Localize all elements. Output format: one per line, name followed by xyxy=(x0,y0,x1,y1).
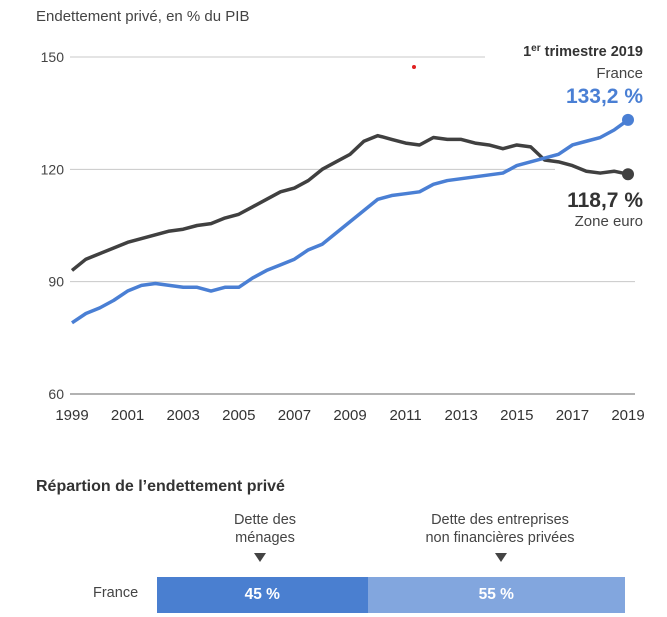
bar-entreprises: 55 % xyxy=(367,577,625,613)
legend-entreprises-line2: non financières privées xyxy=(425,530,575,546)
arrow-down-icon xyxy=(495,553,507,562)
annotation-france-value: 133,2 % xyxy=(566,85,643,108)
x-tick-label: 2009 xyxy=(333,407,366,424)
series-endpoint-france xyxy=(622,113,634,126)
section-title: Répartion de l’endettement privé xyxy=(36,478,285,495)
x-tick-label: 2015 xyxy=(500,407,533,424)
x-tick-label: 2003 xyxy=(167,407,200,424)
annotation-period: 1er trimestre 2019 xyxy=(523,43,643,60)
legend-entreprises-line1: Dette des entreprises xyxy=(431,512,569,528)
x-tick-label: 2013 xyxy=(445,407,478,424)
line-chart: 60 90 120 150 1999 2001 2003 2005 2007 2009 2011 2… xyxy=(41,43,645,424)
annotation-france-label: France xyxy=(596,65,643,82)
bar-entreprises-label: 55 % xyxy=(478,586,514,603)
legend-menages-line1: Dette des xyxy=(233,512,297,528)
bar-menages: 45 % xyxy=(157,577,368,613)
bar-menages-label: 45 % xyxy=(244,586,280,603)
chart-title: Endettement privé, en % du PIB xyxy=(36,8,250,25)
series-line-zone-euro xyxy=(70,133,629,272)
x-tick-label: 2005 xyxy=(222,407,255,424)
x-tick-label: 2007 xyxy=(278,407,311,424)
x-tick-label: 2011 xyxy=(389,407,421,424)
x-tick-label: 1999 xyxy=(55,407,88,424)
stray-red-dot xyxy=(412,65,416,69)
series-endpoint-zone-euro xyxy=(622,168,634,181)
bar-category-label: France xyxy=(93,585,139,601)
x-tick-label: 2017 xyxy=(556,407,589,424)
series-line-france xyxy=(71,118,630,325)
legend-menages: Dette des ménages xyxy=(200,511,330,547)
y-tick-label: 90 xyxy=(48,274,64,290)
annotation-euro-label: Zone euro xyxy=(575,213,643,230)
x-tick-label: 2001 xyxy=(111,407,144,424)
legend-menages-line2: ménages xyxy=(235,530,295,546)
legend-entreprises: Dette des entreprises non financières pr… xyxy=(390,511,610,547)
y-tick-label: 120 xyxy=(41,161,65,177)
y-tick-label: 150 xyxy=(41,49,65,65)
arrow-down-icon xyxy=(254,553,266,562)
y-tick-label: 60 xyxy=(48,386,64,402)
x-tick-label: 2019 xyxy=(611,407,644,424)
annotation-euro-value: 118,7 % xyxy=(567,189,643,212)
